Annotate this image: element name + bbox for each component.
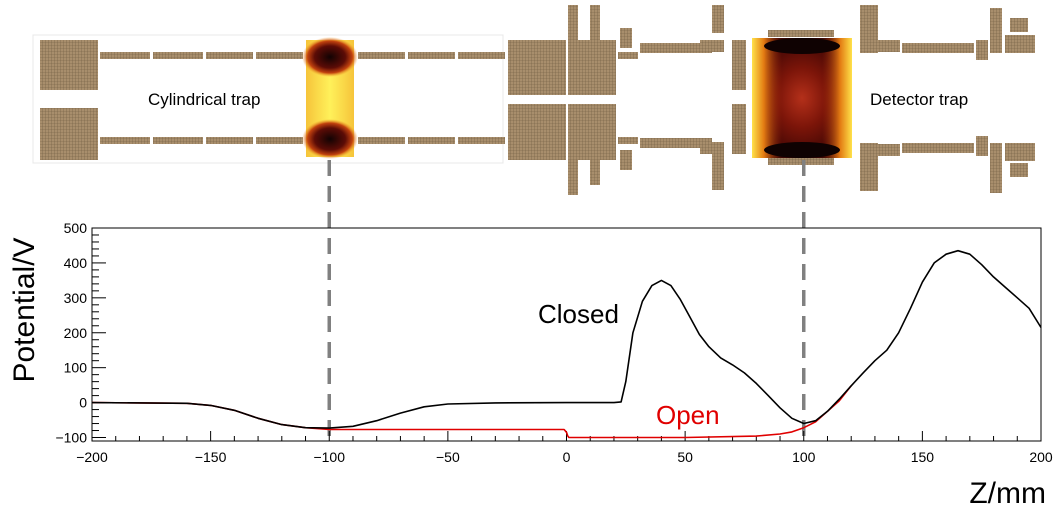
plot-area: −200 −150 −100 −50 0 50 100 150 200 −100 0 100 200 3… xyxy=(8,160,1053,510)
y-tick-label: 200 xyxy=(64,325,88,341)
right-electrodes xyxy=(860,5,1035,193)
x-tick-label: −100 xyxy=(313,449,345,465)
y-tick-label: 100 xyxy=(64,360,88,376)
diagram-frame xyxy=(32,34,504,164)
closed-curve-label: Closed xyxy=(538,299,619,329)
x-tick-label: 150 xyxy=(911,449,935,465)
x-tick-label: 0 xyxy=(563,449,571,465)
cylindrical-trap-label: Cylindrical trap xyxy=(148,90,260,109)
cylindrical-trap-potential-map xyxy=(302,37,358,159)
left-endcap-bottom xyxy=(40,108,98,160)
y-tick-label: 500 xyxy=(64,220,88,236)
x-tick-label: −200 xyxy=(76,449,108,465)
y-axis-ticks: −100 0 100 200 300 400 500 xyxy=(55,220,106,446)
open-curve-label: Open xyxy=(656,400,720,430)
electrode-diagram: Cylindrical trap Detector trap xyxy=(32,5,1035,195)
cyl-ring-electrodes-top xyxy=(100,52,505,59)
y-tick-label: 300 xyxy=(64,290,88,306)
y-tick-label: 400 xyxy=(64,255,88,271)
x-tick-label: −50 xyxy=(436,449,460,465)
y-axis-label: Potential/V xyxy=(8,237,41,382)
cyl-ring-electrodes-bottom xyxy=(100,137,505,144)
middle-electrodes xyxy=(508,5,746,195)
series-open xyxy=(91,385,852,439)
x-tick-label: −150 xyxy=(195,449,227,465)
series-closed xyxy=(91,249,1042,429)
detector-trap-label: Detector trap xyxy=(870,90,968,109)
left-endcap-top xyxy=(40,40,98,90)
x-tick-label: 100 xyxy=(792,449,816,465)
detector-trap-potential-map xyxy=(752,30,852,165)
plot-frame xyxy=(91,227,1042,442)
y-tick-label: −100 xyxy=(55,430,87,446)
trap-center-lines xyxy=(327,160,806,441)
series-lines xyxy=(91,249,1042,439)
x-axis-ticks: −200 −150 −100 −50 0 50 100 150 200 xyxy=(76,431,1053,465)
x-tick-label: 200 xyxy=(1029,449,1053,465)
x-tick-label: 50 xyxy=(677,449,693,465)
y-tick-label: 0 xyxy=(79,395,87,411)
x-axis-label: Z/mm xyxy=(969,477,1046,510)
